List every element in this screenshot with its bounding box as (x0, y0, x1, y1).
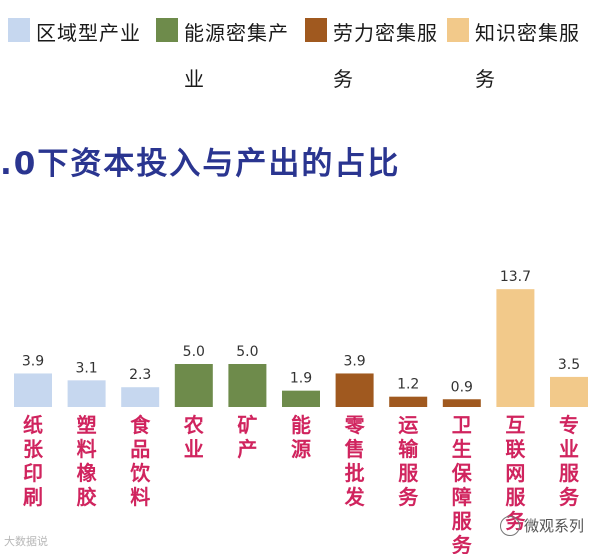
chart-title: .0下资本投入与产出的占比 (0, 146, 401, 182)
value-label: 1.9 (290, 371, 312, 387)
category-label: 卫 (452, 413, 472, 437)
category-label: 零 (344, 413, 366, 437)
category-label: 刷 (23, 485, 43, 509)
category-label: 务 (452, 533, 473, 554)
legend-label: 区域型产业 (36, 21, 141, 45)
category-label: 印 (23, 461, 43, 485)
category-label: 生 (452, 437, 472, 461)
legend-label: 能源密集产业 (184, 21, 289, 91)
value-label: 3.1 (75, 360, 97, 376)
legend-swatch (447, 18, 469, 42)
legend-swatch (8, 18, 30, 42)
category-label: 网 (505, 461, 525, 485)
category-label: 务 (559, 485, 580, 509)
category-label: 售 (345, 437, 365, 461)
legend-swatch (305, 18, 327, 42)
bar (282, 390, 320, 407)
category-label: 输 (398, 437, 419, 461)
legend: 区域型产业 能源密集产业 劳力密集服务 知识密集服务 (0, 0, 595, 91)
category-label: 联 (505, 437, 525, 461)
category-label: 障 (452, 485, 472, 509)
bar (442, 399, 481, 407)
bar (14, 373, 52, 407)
category-label: 张 (23, 437, 44, 461)
category-label: 食 (130, 413, 151, 437)
value-label: 5.0 (236, 344, 258, 360)
category-label: 业 (184, 437, 204, 461)
value-label: 0.9 (451, 379, 473, 395)
category-label: 互 (505, 413, 525, 437)
category-label: 专 (559, 413, 579, 437)
category-label: 料 (130, 485, 150, 509)
bar (174, 364, 213, 407)
bar (335, 373, 374, 407)
value-label: 13.7 (500, 269, 531, 285)
value-label: 3.5 (558, 357, 580, 373)
legend-label: 知识密集服务 (475, 21, 580, 91)
wechat-icon (500, 515, 520, 536)
bar (228, 364, 267, 407)
category-label: 批 (345, 461, 365, 485)
bar (550, 376, 588, 407)
bar (389, 396, 428, 407)
category-label: 务 (398, 485, 419, 509)
category-label: 能 (291, 413, 311, 437)
category-label: 保 (451, 461, 473, 485)
legend-swatch (156, 18, 178, 42)
category-label: 服 (452, 509, 473, 533)
category-label: 料 (77, 437, 97, 461)
bar (121, 387, 160, 407)
category-label: 运 (398, 413, 418, 437)
category-label: 业 (559, 437, 579, 461)
category-label: 矿 (237, 413, 257, 437)
category-label: 产 (237, 437, 257, 461)
value-label: 1.2 (397, 377, 419, 393)
value-label: 3.9 (22, 353, 44, 369)
bar (496, 289, 535, 407)
category-label: 源 (291, 437, 311, 461)
bar (67, 380, 106, 407)
watermark-right: 微观系列 (500, 515, 584, 536)
category-label: 饮 (129, 461, 151, 485)
category-label: 品 (130, 437, 150, 461)
category-label: 农 (183, 413, 204, 437)
watermark-right-text: 微观系列 (524, 517, 585, 535)
category-label: 胶 (77, 485, 97, 509)
category-label: 纸 (23, 413, 43, 437)
legend-label: 劳力密集服务 (333, 21, 438, 91)
category-label: 塑 (77, 413, 97, 437)
value-label: 5.0 (183, 344, 205, 360)
category-label: 橡 (77, 461, 97, 485)
value-label: 3.9 (343, 353, 365, 369)
category-label: 服 (505, 485, 526, 509)
category-label: 发 (344, 485, 366, 509)
watermark-left: 大数据说 (4, 535, 48, 548)
value-label: 2.3 (129, 367, 151, 383)
category-label: 服 (398, 461, 419, 485)
category-label: 服 (559, 461, 580, 485)
